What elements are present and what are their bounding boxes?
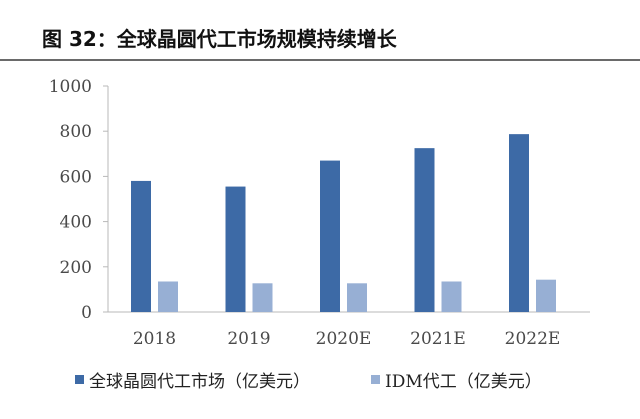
- bar-idm-foundry: [441, 281, 462, 312]
- y-tick-label: 400: [60, 213, 92, 233]
- y-tick-label: 600: [60, 167, 92, 187]
- legend-swatch-idm-foundry: [371, 375, 380, 384]
- chart-title: 图 32：全球晶圆代工市场规模持续增长: [42, 27, 398, 51]
- y-tick-label: 1000: [49, 77, 92, 97]
- y-tick-label: 800: [60, 122, 92, 142]
- bar-idm-foundry: [158, 281, 178, 312]
- x-tick-label: 2018: [133, 329, 176, 349]
- y-tick-label: 0: [81, 303, 92, 323]
- bar-global-foundry-market: [414, 148, 435, 312]
- legend-label-idm-foundry: IDM代工（亿美元）: [385, 372, 542, 392]
- x-tick-label: 2020E: [316, 329, 372, 349]
- x-tick-label: 2021E: [410, 329, 466, 349]
- x-tick-label: 2022E: [505, 329, 561, 349]
- bar-plot-area: 0 200 400 600 800 1000 2018 2019 2020E 2021E 2022E: [49, 77, 590, 349]
- bar-idm-foundry: [536, 279, 556, 312]
- bar-idm-foundry: [252, 283, 273, 312]
- bar-global-foundry-market: [131, 180, 151, 312]
- bar-global-foundry-market: [509, 134, 529, 312]
- bar-global-foundry-market: [320, 160, 340, 312]
- legend-swatch-global-foundry-market: [75, 375, 84, 384]
- y-tick-label: 200: [60, 258, 92, 278]
- bar-global-foundry-market: [225, 186, 246, 312]
- chart-legend: 全球晶圆代工市场（亿美元） IDM代工（亿美元）: [75, 372, 542, 392]
- x-tick-label: 2019: [227, 329, 270, 349]
- bar-idm-foundry: [347, 283, 367, 312]
- legend-label-global-foundry-market: 全球晶圆代工市场（亿美元）: [89, 372, 310, 392]
